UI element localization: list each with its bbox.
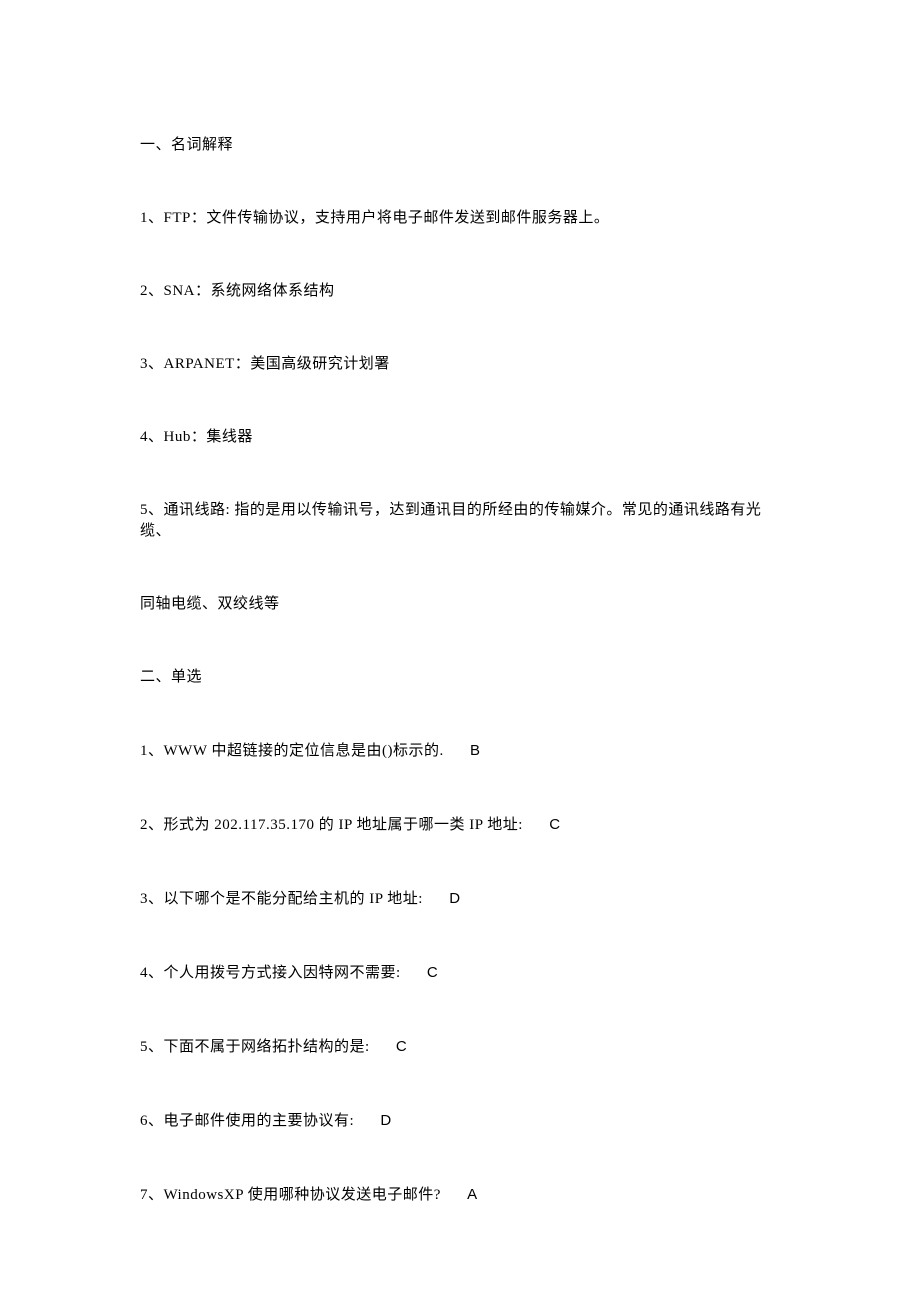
term-item: 5、通讯线路: 指的是用以传输讯号，达到通讯目的所经由的传输媒介。常见的通讯线路…: [140, 500, 780, 542]
question-text: 3、以下哪个是不能分配给主机的 IP 地址:: [140, 891, 423, 907]
answer-letter: D: [380, 1112, 391, 1129]
answer-letter: D: [449, 890, 460, 907]
document-page: 一、名词解释 1、FTP：文件传输协议，支持用户将电子邮件发送到邮件服务器上。 …: [0, 0, 920, 1266]
question-item: 6、电子邮件使用的主要协议有: D: [140, 1110, 780, 1132]
term-item: 4、Hub：集线器: [140, 427, 780, 448]
question-text: 7、WindowsXP 使用哪种协议发送电子邮件?: [140, 1187, 441, 1203]
answer-letter: A: [467, 1186, 478, 1203]
term-item: 1、FTP：文件传输协议，支持用户将电子邮件发送到邮件服务器上。: [140, 208, 780, 229]
term-item: 2、SNA：系统网络体系结构: [140, 281, 780, 302]
question-text: 1、WWW 中超链接的定位信息是由()标示的.: [140, 743, 444, 759]
question-item: 4、个人用拨号方式接入因特网不需要: C: [140, 962, 780, 984]
question-text: 4、个人用拨号方式接入因特网不需要:: [140, 965, 401, 981]
term-item: 同轴电缆、双绞线等: [140, 594, 780, 615]
answer-letter: C: [396, 1038, 407, 1055]
section-title: 一、名词解释: [140, 135, 780, 156]
question-text: 2、形式为 202.117.35.170 的 IP 地址属于哪一类 IP 地址:: [140, 817, 523, 833]
question-item: 2、形式为 202.117.35.170 的 IP 地址属于哪一类 IP 地址:…: [140, 814, 780, 836]
answer-letter: C: [549, 816, 560, 833]
section-title: 二、单选: [140, 667, 780, 688]
term-item: 3、ARPANET：美国高级研究计划署: [140, 354, 780, 375]
question-text: 6、电子邮件使用的主要协议有:: [140, 1113, 354, 1129]
question-item: 7、WindowsXP 使用哪种协议发送电子邮件? A: [140, 1184, 780, 1206]
question-item: 1、WWW 中超链接的定位信息是由()标示的. B: [140, 740, 780, 762]
question-text: 5、下面不属于网络拓扑结构的是:: [140, 1039, 370, 1055]
question-item: 3、以下哪个是不能分配给主机的 IP 地址: D: [140, 888, 780, 910]
answer-letter: C: [427, 964, 438, 981]
answer-letter: B: [470, 742, 481, 759]
question-item: 5、下面不属于网络拓扑结构的是: C: [140, 1036, 780, 1058]
